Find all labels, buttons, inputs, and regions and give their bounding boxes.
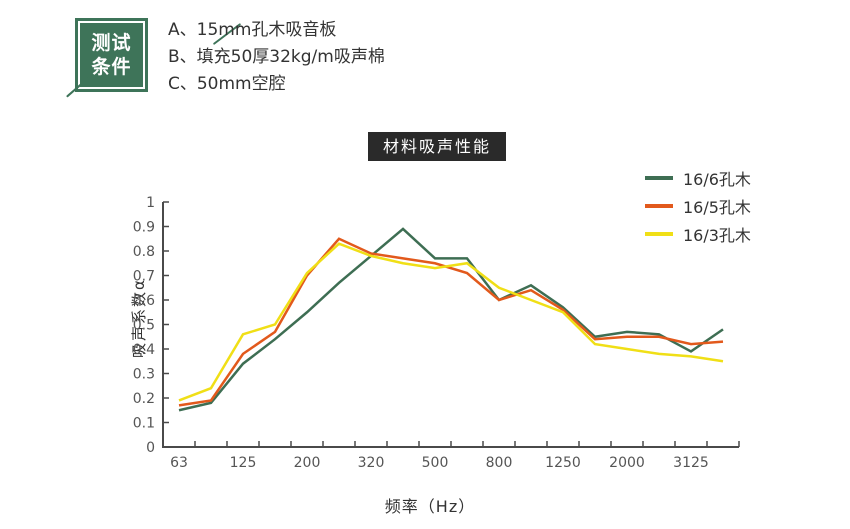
svg-text:1250: 1250 (545, 455, 581, 471)
legend-item: 16/3孔木 (645, 220, 751, 248)
legend-label: 16/5孔木 (683, 198, 751, 217)
legend-label: 16/3孔木 (683, 226, 751, 245)
chart-legend: 16/6孔木 16/5孔木 16/3孔木 (645, 164, 751, 248)
badge-text-line1: 测试 (91, 32, 132, 54)
test-conditions-badge: 测试 条件 (66, 18, 242, 98)
svg-text:0: 0 (146, 440, 155, 456)
svg-text:0.8: 0.8 (133, 244, 155, 260)
svg-text:1: 1 (146, 195, 155, 211)
svg-text:320: 320 (358, 455, 385, 471)
badge-text-line2: 条件 (91, 56, 132, 78)
svg-text:800: 800 (486, 455, 513, 471)
chart-title: 材料吸声性能 (368, 132, 506, 161)
svg-text:63: 63 (170, 455, 188, 471)
legend-label: 16/6孔木 (683, 170, 751, 189)
svg-text:0.4: 0.4 (133, 342, 155, 358)
svg-text:0.1: 0.1 (133, 416, 155, 432)
legend-line-swatch (645, 232, 673, 236)
svg-text:200: 200 (294, 455, 321, 471)
legend-line-swatch (645, 204, 673, 208)
legend-item: 16/6孔木 (645, 164, 751, 192)
svg-text:0.3: 0.3 (133, 367, 155, 383)
condition-item-c: C、50mm空腔 (168, 74, 286, 94)
condition-item-a: A、15mm孔木吸音板 (168, 20, 337, 40)
svg-text:0.7: 0.7 (133, 269, 155, 285)
legend-item: 16/5孔木 (645, 192, 751, 220)
svg-text:0.2: 0.2 (133, 391, 155, 407)
svg-text:0.9: 0.9 (133, 220, 155, 236)
svg-text:2000: 2000 (609, 455, 645, 471)
legend-line-swatch (645, 176, 673, 180)
svg-text:0.5: 0.5 (133, 318, 155, 334)
svg-text:3125: 3125 (673, 455, 709, 471)
x-axis-title: 频率（Hz） (384, 497, 476, 516)
svg-text:0.6: 0.6 (133, 293, 155, 309)
svg-text:125: 125 (230, 455, 257, 471)
test-conditions-list: A、15mm孔木吸音板 B、填充50厚32kg/m吸声棉 C、50mm空腔 (168, 17, 385, 98)
condition-item-b: B、填充50厚32kg/m吸声棉 (168, 47, 385, 67)
svg-text:500: 500 (422, 455, 449, 471)
